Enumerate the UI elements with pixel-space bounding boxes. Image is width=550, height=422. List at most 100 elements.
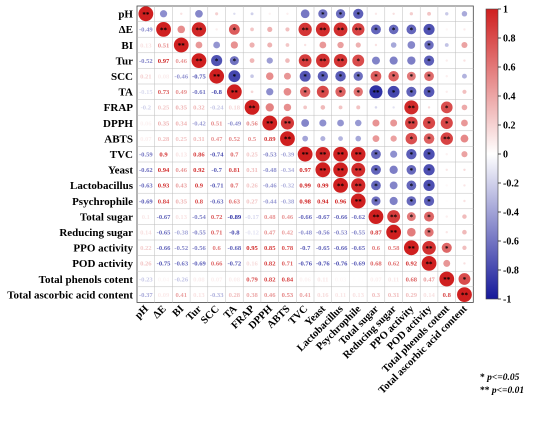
- coef-label: -0.61: [192, 89, 206, 96]
- coef-label: 0.07: [211, 276, 223, 283]
- corr-circle: [392, 106, 395, 109]
- significance-star: **: [443, 136, 451, 144]
- corr-circle: [250, 12, 254, 16]
- corr-circle: [297, 146, 313, 162]
- row-label: Psychrophile: [72, 196, 133, 208]
- coef-label: 0.51: [158, 42, 170, 49]
- coef-label: 0.46: [264, 292, 276, 299]
- corr-circle: [315, 147, 331, 162]
- significance-star: *: [392, 73, 396, 81]
- corr-circle: [445, 28, 448, 31]
- significance-star: **: [355, 182, 363, 190]
- coef-label: -0.39: [281, 152, 295, 159]
- corr-circle: [461, 41, 468, 49]
- coef-label: 0.26: [140, 261, 152, 268]
- significance-star: **: [355, 198, 363, 206]
- coef-label: 0.41: [175, 292, 187, 299]
- significance-star: *: [427, 151, 431, 159]
- corr-circle: [404, 100, 419, 115]
- colorbar-tick-label: 0.4: [503, 92, 516, 103]
- coef-label: 0.49: [175, 89, 187, 96]
- corr-circle: [427, 106, 431, 109]
- coef-label: -0.7: [211, 167, 222, 174]
- corr-circle: [462, 89, 467, 94]
- corr-circle: [462, 229, 467, 235]
- significance-star: **: [319, 58, 327, 66]
- coef-label: 0.13: [193, 292, 205, 299]
- significance-star: *: [410, 167, 414, 175]
- corr-circle: [338, 105, 343, 110]
- coef-label: 0.29: [406, 292, 418, 299]
- coef-label: 0.82: [264, 261, 276, 268]
- significance-star: **: [408, 120, 416, 128]
- coef-label: -0.66: [334, 214, 348, 221]
- corr-circle: [265, 103, 274, 112]
- significance-star: *: [410, 136, 414, 144]
- significance-star: *: [427, 198, 431, 206]
- corr-circle: [405, 132, 418, 145]
- coef-label: 0.14: [140, 230, 152, 237]
- coef-label: 0.87: [370, 230, 382, 237]
- coef-label: 0.9: [159, 152, 168, 159]
- significance-note: * p<=0.05 ** p<=0.01: [480, 372, 550, 398]
- coef-label: -0.2: [141, 105, 152, 112]
- significance-star: *: [374, 182, 378, 190]
- significance-star: **: [319, 26, 327, 34]
- row-label: Total ascorbic acid content: [7, 289, 133, 301]
- row-label: DPPH: [103, 118, 133, 130]
- significance-star: *: [410, 73, 414, 81]
- corr-circle: [445, 90, 448, 94]
- coef-label: 0.32: [193, 105, 205, 112]
- significance-star: *: [303, 89, 307, 97]
- corr-circle: [228, 70, 241, 83]
- coef-label: 0.48: [264, 214, 276, 221]
- coef-label: -0.56: [192, 245, 206, 252]
- corr-circle: [233, 12, 236, 15]
- coef-label: 0.35: [175, 105, 187, 112]
- coef-label: 0.28: [158, 136, 170, 143]
- coef-label: 0.68: [406, 276, 418, 283]
- significance-star: *: [427, 167, 431, 175]
- coef-label: 0.46: [175, 167, 187, 174]
- corr-circle: [195, 41, 203, 49]
- significance-star: *: [445, 120, 449, 128]
- coef-label: -0.59: [139, 152, 153, 159]
- corr-circle: [405, 116, 418, 130]
- coef-label: 0.07: [140, 136, 152, 143]
- coef-label: 0.06: [140, 120, 152, 127]
- significance-star: **: [142, 11, 150, 19]
- colorbar-tick-label: -1: [503, 295, 511, 306]
- coef-label: 0.9: [195, 183, 204, 190]
- row-label: Tur: [116, 55, 133, 67]
- corr-circle: [421, 256, 437, 271]
- coef-label: 0.16: [246, 261, 258, 268]
- coef-label: 0.66: [211, 261, 223, 268]
- colorbar-tick-label: 1: [503, 5, 508, 16]
- significance-star: **: [284, 120, 292, 128]
- corr-circle: [244, 100, 260, 115]
- significance-star: *: [410, 214, 414, 222]
- significance-star: **: [266, 120, 274, 128]
- coef-label: 0.16: [317, 292, 329, 299]
- coef-label: 0.31: [388, 292, 400, 299]
- corr-circle: [445, 199, 448, 203]
- corr-circle: [424, 211, 435, 222]
- coef-label: 0.31: [246, 167, 258, 174]
- corr-circle: [445, 12, 449, 16]
- coef-label: 0.71: [282, 261, 294, 268]
- coef-label: -0.66: [334, 245, 348, 252]
- corr-circle: [280, 116, 295, 130]
- corr-circle: [440, 132, 453, 145]
- corr-circle: [283, 103, 292, 112]
- corr-circle: [180, 12, 183, 15]
- significance-note-2: ** p<=0.01: [480, 386, 525, 396]
- coef-label: 0.81: [229, 167, 241, 174]
- coef-label: -0.23: [139, 276, 153, 283]
- corr-circle: [390, 150, 398, 158]
- corr-circle: [445, 184, 448, 187]
- coef-label: 0.27: [246, 198, 258, 205]
- significance-star: *: [410, 151, 414, 159]
- corr-circle: [280, 131, 295, 147]
- coef-label: 0.31: [193, 136, 205, 143]
- corr-circle: [406, 71, 416, 81]
